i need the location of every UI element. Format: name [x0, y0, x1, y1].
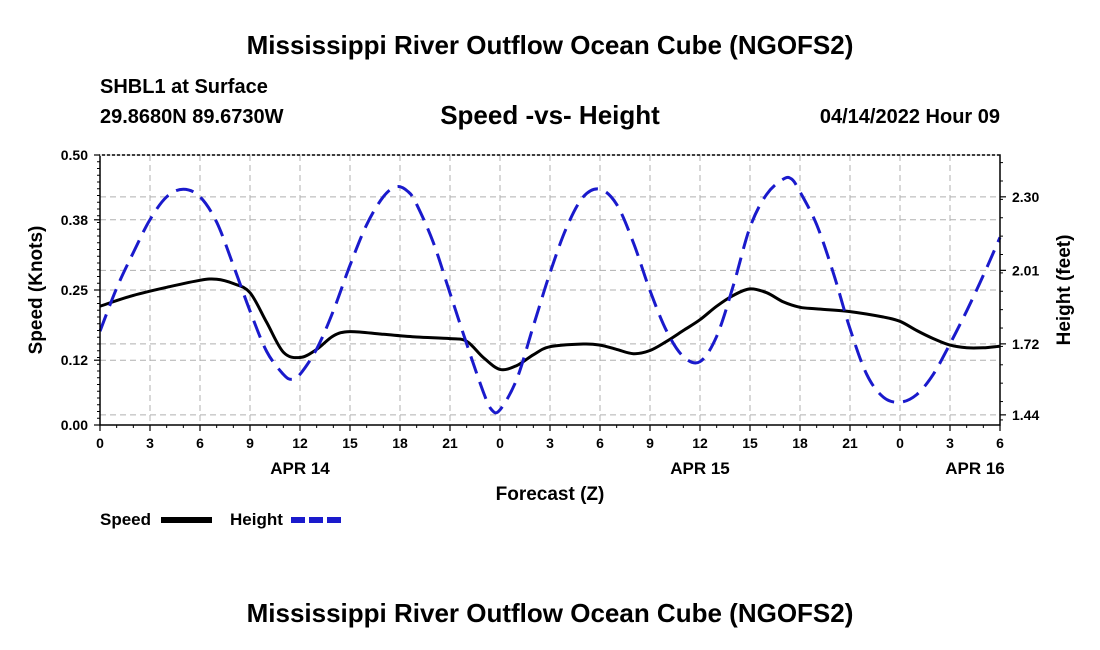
y-left-tick-label: 0.25 [61, 282, 88, 298]
x-tick-label: 6 [596, 435, 604, 451]
day-label: APR 15 [670, 459, 730, 478]
day-label: APR 16 [945, 459, 1005, 478]
y-right-tick-label: 1.72 [1012, 336, 1039, 352]
y-left-tick-label: 0.00 [61, 417, 88, 433]
y-right-tick-label: 2.01 [1012, 262, 1039, 278]
x-tick-label: 18 [392, 435, 408, 451]
y-left-tick-label: 0.38 [61, 212, 88, 228]
x-tick-label: 21 [442, 435, 458, 451]
y-right-tick-label: 2.30 [1012, 189, 1039, 205]
x-tick-label: 3 [146, 435, 154, 451]
y-right-tick-label: 1.44 [1012, 407, 1039, 423]
day-label: APR 14 [270, 459, 330, 478]
y-axis-left-title: Speed (Knots) [26, 226, 47, 355]
x-tick-label: 21 [842, 435, 858, 451]
x-tick-label: 3 [546, 435, 554, 451]
x-tick-label: 15 [742, 435, 758, 451]
legend-height-label: Height [230, 510, 283, 529]
grid-layer [100, 155, 1000, 425]
forecast-datestamp: 04/14/2022 Hour 09 [819, 106, 1000, 128]
x-tick-label: 15 [342, 435, 358, 451]
x-tick-label: 3 [946, 435, 954, 451]
x-tick-label: 12 [692, 435, 708, 451]
legend: Speed Height [100, 510, 343, 529]
y-left-tick-label: 0.50 [61, 147, 88, 163]
x-axis-title: Forecast (Z) [496, 484, 605, 505]
x-tick-label: 9 [246, 435, 254, 451]
repeated-chart-title: Mississippi River Outflow Ocean Cube (NG… [246, 598, 854, 628]
y-left-tick-label: 0.12 [61, 352, 88, 368]
chart-subtitle: Speed -vs- Height [440, 100, 660, 130]
x-tick-label: 6 [196, 435, 204, 451]
station-coordinates: 29.8680N 89.6730W [100, 106, 284, 128]
x-tick-label: 0 [896, 435, 904, 451]
x-tick-label: 0 [496, 435, 504, 451]
station-label: SHBL1 at Surface [100, 76, 268, 98]
x-tick-label: 12 [292, 435, 308, 451]
series-layer [98, 175, 1002, 415]
x-tick-label: 0 [96, 435, 104, 451]
axes-layer: 0 3 6 9 12 15 18 21 0 3 6 9 12 15 18 21 0 3 6 APR 14 APR 15 A… [61, 147, 1040, 478]
x-tick-label: 9 [646, 435, 654, 451]
x-tick-label: 6 [996, 435, 1004, 451]
chart-main-title: Mississippi River Outflow Ocean Cube (NG… [246, 30, 854, 60]
speed-series-line [99, 277, 1001, 372]
y-axis-right-title: Height (feet) [1054, 235, 1075, 346]
x-tick-label: 18 [792, 435, 808, 451]
legend-speed-label: Speed [100, 510, 151, 529]
